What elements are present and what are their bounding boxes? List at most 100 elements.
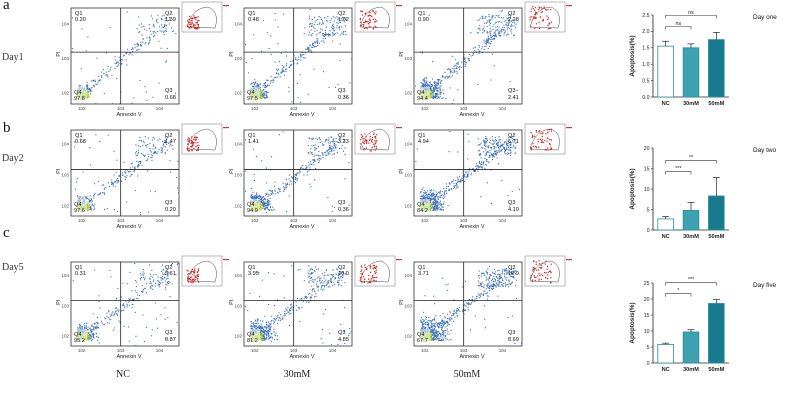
chart-title: Day one xyxy=(753,14,777,21)
gate-outline xyxy=(186,6,217,29)
flow-plot-b-50mm: 102 102 103 103 104 104 Annexin V PI Q14.94 Q26.7… xyxy=(399,123,572,230)
q4-label-backdrop xyxy=(246,87,260,102)
q4-label-backdrop xyxy=(73,87,87,102)
quadrant-value-q3: 4.85 xyxy=(338,337,349,343)
thumbnail-dots xyxy=(359,132,378,152)
plot-frame xyxy=(243,7,353,105)
bar-30mm xyxy=(682,47,700,98)
thumbnail-legend-mark xyxy=(566,5,572,7)
x-tick-label: 103 xyxy=(290,218,298,223)
quadrant-value-q4: 97.6 xyxy=(74,208,85,214)
y-tick-label: 103 xyxy=(234,56,242,61)
x-tick-label: 104 xyxy=(156,348,164,353)
quadrant-name-q3: Q3 xyxy=(508,330,515,336)
y-tick-label: 102 xyxy=(234,334,242,339)
y-tick-label: 102 xyxy=(404,203,412,208)
y-tick-label: 1.5 xyxy=(642,46,649,52)
category-label-30mm: 30mM xyxy=(683,367,699,373)
y-tick-label: 103 xyxy=(61,172,69,177)
day-label-2: Day2 xyxy=(2,153,24,164)
quadrant-name-q3: Q3 xyxy=(338,330,345,336)
y-axis-label: PI xyxy=(229,168,235,174)
panel-letter-b: b xyxy=(3,120,11,136)
x-tick-label: 102 xyxy=(421,106,429,111)
quadrant-name-q4: Q4 xyxy=(417,332,424,338)
quadrant-name-q1: Q1 xyxy=(248,11,255,17)
y-tick-label: 104 xyxy=(234,21,242,26)
quadrant-value-q3: 8.69 xyxy=(508,337,519,343)
q4-label-backdrop xyxy=(416,87,430,102)
bar-nc xyxy=(657,344,674,364)
significance-bracket xyxy=(665,293,692,297)
quadrant-name-q2: Q2 xyxy=(338,11,345,17)
flow-plot-a-nc: 102 102 103 103 104 104 Annexin V PI Q10.20 Q21.3… xyxy=(56,1,229,118)
significance-bracket xyxy=(665,282,717,286)
quadrant-value-q2: 3.33 xyxy=(338,139,349,145)
flow-plot-a-50mm: 102 102 103 103 104 104 Annexin V PI Q10.90 Q22.2… xyxy=(399,1,572,118)
quadrant-value-q4: 84.2 xyxy=(417,208,428,214)
quadrant-value-q2: 2.28 xyxy=(508,17,519,23)
flow-plot-a-30mm: 102 102 103 103 104 104 Annexin V PI Q10.48 Q21.6… xyxy=(229,1,402,118)
quadrant-value-q2: 5.61 xyxy=(165,271,176,277)
x-axis-label: Annexin V xyxy=(116,354,141,360)
flow-plot-c-30mm: 102 102 103 103 104 104 Annexin V PI Q13.95 Q210.… xyxy=(229,255,402,360)
thumbnail-legend-mark xyxy=(223,5,229,7)
q4-label-backdrop xyxy=(416,199,430,214)
x-tick-label: 102 xyxy=(78,106,86,111)
x-tick-label: 102 xyxy=(78,218,86,223)
category-label-30mm: 30mM xyxy=(683,101,699,107)
quadrant-value-q1: 0.20 xyxy=(75,17,86,23)
x-tick-label: 103 xyxy=(117,106,125,111)
significance-label: ** xyxy=(689,155,694,161)
thumbnail-dots xyxy=(529,128,553,151)
y-axis-label: PI xyxy=(56,51,62,57)
quadrant-name-q4: Q4 xyxy=(247,90,254,96)
quadrant-name-q1: Q1 xyxy=(418,11,425,17)
y-tick-label: 20 xyxy=(644,297,650,303)
thumbnail-dots xyxy=(186,268,200,284)
quadrant-name-q2: Q2 xyxy=(338,133,345,139)
quadrant-value-q2: 1.47 xyxy=(165,139,176,145)
bar-50mm xyxy=(708,303,725,364)
quadrant-name-q1: Q1 xyxy=(75,265,82,271)
y-tick-label: 20 xyxy=(644,146,650,152)
quadrant-value-q4: 97.5 xyxy=(247,96,258,102)
quadrant-name-q2: Q2 xyxy=(508,11,515,17)
quadrant-name-q2: Q2 xyxy=(165,133,172,139)
quadrant-name-q3: Q3 xyxy=(508,88,515,94)
y-tick-label: 0.5 xyxy=(642,78,649,84)
panel-letter-a: a xyxy=(3,0,10,13)
thumbnail-legend-mark xyxy=(396,259,402,261)
y-tick-label: 102 xyxy=(404,90,412,95)
y-axis-label: Apoptosis(%) xyxy=(629,35,636,76)
y-axis-label: PI xyxy=(399,168,405,174)
category-label-50mm: 50mM xyxy=(708,234,724,240)
y-tick-label: 104 xyxy=(404,141,412,146)
significance-label: *** xyxy=(675,166,682,172)
x-axis-label: Annexin V xyxy=(459,354,484,360)
y-tick-label: 104 xyxy=(61,141,69,146)
gate-outline xyxy=(359,6,390,29)
x-axis-label: Annexin V xyxy=(289,224,314,230)
quadrant-value-q2: 19.9 xyxy=(508,271,519,277)
x-tick-label: 102 xyxy=(78,348,86,353)
quadrant-name-q2: Q2 xyxy=(165,265,172,271)
flow-plot-b-30mm: 102 102 103 103 104 104 Annexin V PI Q11.41 Q23.3… xyxy=(229,123,402,230)
y-tick-label: 104 xyxy=(61,273,69,278)
bar-nc xyxy=(657,45,674,98)
y-tick-label: 104 xyxy=(234,141,242,146)
q4-label-backdrop xyxy=(246,329,260,344)
q4-label-backdrop xyxy=(73,329,87,344)
y-tick-label: 2.0 xyxy=(642,29,649,35)
quadrant-name-q1: Q1 xyxy=(418,265,425,271)
quadrant-name-q4: Q4 xyxy=(247,332,254,338)
x-axis-label: Annexin V xyxy=(459,224,484,230)
quadrant-value-q3: 4.10 xyxy=(508,207,519,213)
x-tick-label: 104 xyxy=(499,218,507,223)
column-label-50mm: 50mM xyxy=(453,369,481,380)
q4-label-backdrop xyxy=(416,329,430,344)
y-tick-label: 103 xyxy=(234,303,242,308)
x-tick-label: 104 xyxy=(329,218,337,223)
x-tick-label: 104 xyxy=(329,106,337,111)
